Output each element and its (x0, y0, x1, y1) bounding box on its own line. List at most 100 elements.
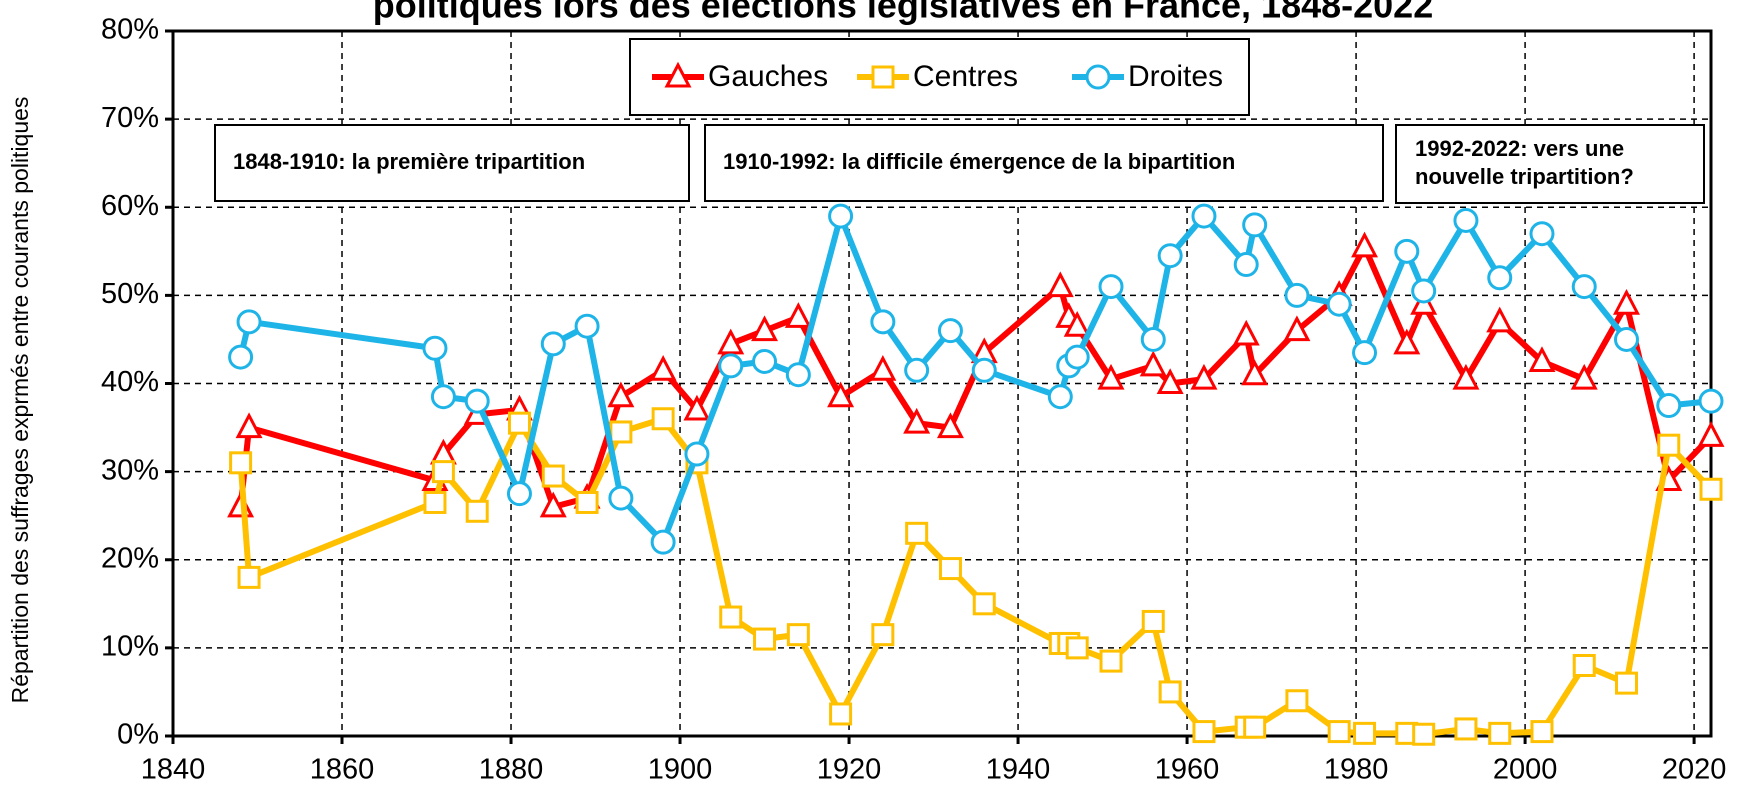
marker (664, 61, 692, 88)
marker (828, 203, 854, 229)
marker (717, 328, 745, 355)
marker (1698, 388, 1724, 414)
marker (1351, 231, 1379, 258)
marker (574, 313, 600, 339)
marker (464, 388, 490, 414)
y-tick-label: 0% (117, 719, 159, 751)
y-tick-label: 80% (101, 14, 159, 46)
marker (870, 309, 896, 335)
marker (507, 411, 531, 435)
marker (1097, 363, 1125, 390)
series-line (237, 243, 1714, 510)
annotation-box (214, 124, 690, 202)
marker (229, 451, 253, 475)
marker (1656, 393, 1682, 419)
legend-label: Centres (913, 60, 1018, 93)
marker (465, 499, 489, 523)
marker (683, 394, 711, 421)
marker (1233, 252, 1259, 278)
annotation-text: 1910-1992: la difficile émergence de la … (723, 149, 1235, 174)
x-tick-label: 1960 (1155, 754, 1220, 786)
y-tick-label: 50% (101, 278, 159, 310)
marker (684, 441, 710, 467)
marker (1530, 720, 1554, 744)
marker (903, 407, 931, 434)
marker (1697, 421, 1725, 447)
plot-frame (171, 29, 1713, 738)
marker (1192, 720, 1216, 744)
marker (1393, 328, 1421, 355)
marker (1284, 282, 1310, 308)
marker (937, 318, 963, 344)
legend: Gauches Centres Droites (629, 38, 1250, 116)
marker (1191, 203, 1217, 229)
marker (1571, 274, 1597, 300)
marker (1157, 243, 1183, 269)
marker (1158, 680, 1182, 704)
marker (938, 557, 962, 581)
legend-label: Gauches (708, 60, 828, 93)
marker (1528, 346, 1556, 372)
series-line (237, 415, 1714, 738)
marker (1453, 207, 1479, 233)
marker (871, 623, 895, 647)
marker (1699, 477, 1723, 501)
marker (1098, 274, 1124, 300)
x-tick-label: 1880 (479, 754, 544, 786)
marker (1139, 350, 1167, 377)
annotation-text: nouvelle tripartition? (1415, 164, 1634, 189)
marker (1454, 717, 1478, 741)
marker (575, 490, 599, 514)
marker (1452, 363, 1480, 390)
x-tick-label: 1980 (1324, 754, 1389, 786)
marker (1285, 689, 1309, 713)
marker (871, 65, 895, 89)
marker (608, 485, 634, 511)
marker (1412, 722, 1436, 746)
marker (1486, 306, 1514, 333)
x-tick-label: 1920 (817, 754, 882, 786)
marker (1156, 368, 1184, 394)
y-tick-label: 10% (101, 631, 159, 663)
marker (228, 344, 254, 370)
marker (539, 491, 567, 518)
marker (1065, 636, 1089, 660)
x-tick-label: 2020 (1662, 754, 1727, 786)
marker (1529, 221, 1555, 247)
marker (719, 605, 743, 629)
marker (235, 412, 263, 439)
y-tick-label: 30% (101, 454, 159, 486)
marker (430, 384, 456, 410)
marker (1657, 433, 1681, 457)
legend-label: Droites (1128, 60, 1223, 93)
marker (540, 331, 566, 357)
marker (607, 381, 635, 408)
marker (718, 353, 744, 379)
marker (827, 381, 855, 408)
marker (1099, 649, 1123, 673)
marker (1353, 721, 1377, 745)
marker (1572, 654, 1596, 677)
x-tick-label: 2000 (1493, 754, 1558, 786)
x-tick-label: 1840 (141, 754, 206, 786)
marker (1613, 288, 1640, 315)
marker (431, 460, 455, 484)
marker (1140, 326, 1166, 352)
y-tick-label: 70% (101, 102, 159, 134)
marker (1614, 671, 1638, 695)
marker (1411, 278, 1437, 304)
marker (541, 464, 565, 488)
marker (236, 309, 262, 335)
marker (650, 529, 676, 555)
y-tick-label: 60% (101, 190, 159, 222)
marker (1394, 238, 1420, 264)
marker (1283, 315, 1311, 342)
y-tick-label: 40% (101, 366, 159, 398)
marker (1613, 326, 1639, 352)
marker (785, 362, 811, 388)
marker (971, 357, 997, 383)
marker (751, 315, 779, 342)
marker (1488, 721, 1512, 745)
y-tick-label: 20% (101, 542, 159, 574)
